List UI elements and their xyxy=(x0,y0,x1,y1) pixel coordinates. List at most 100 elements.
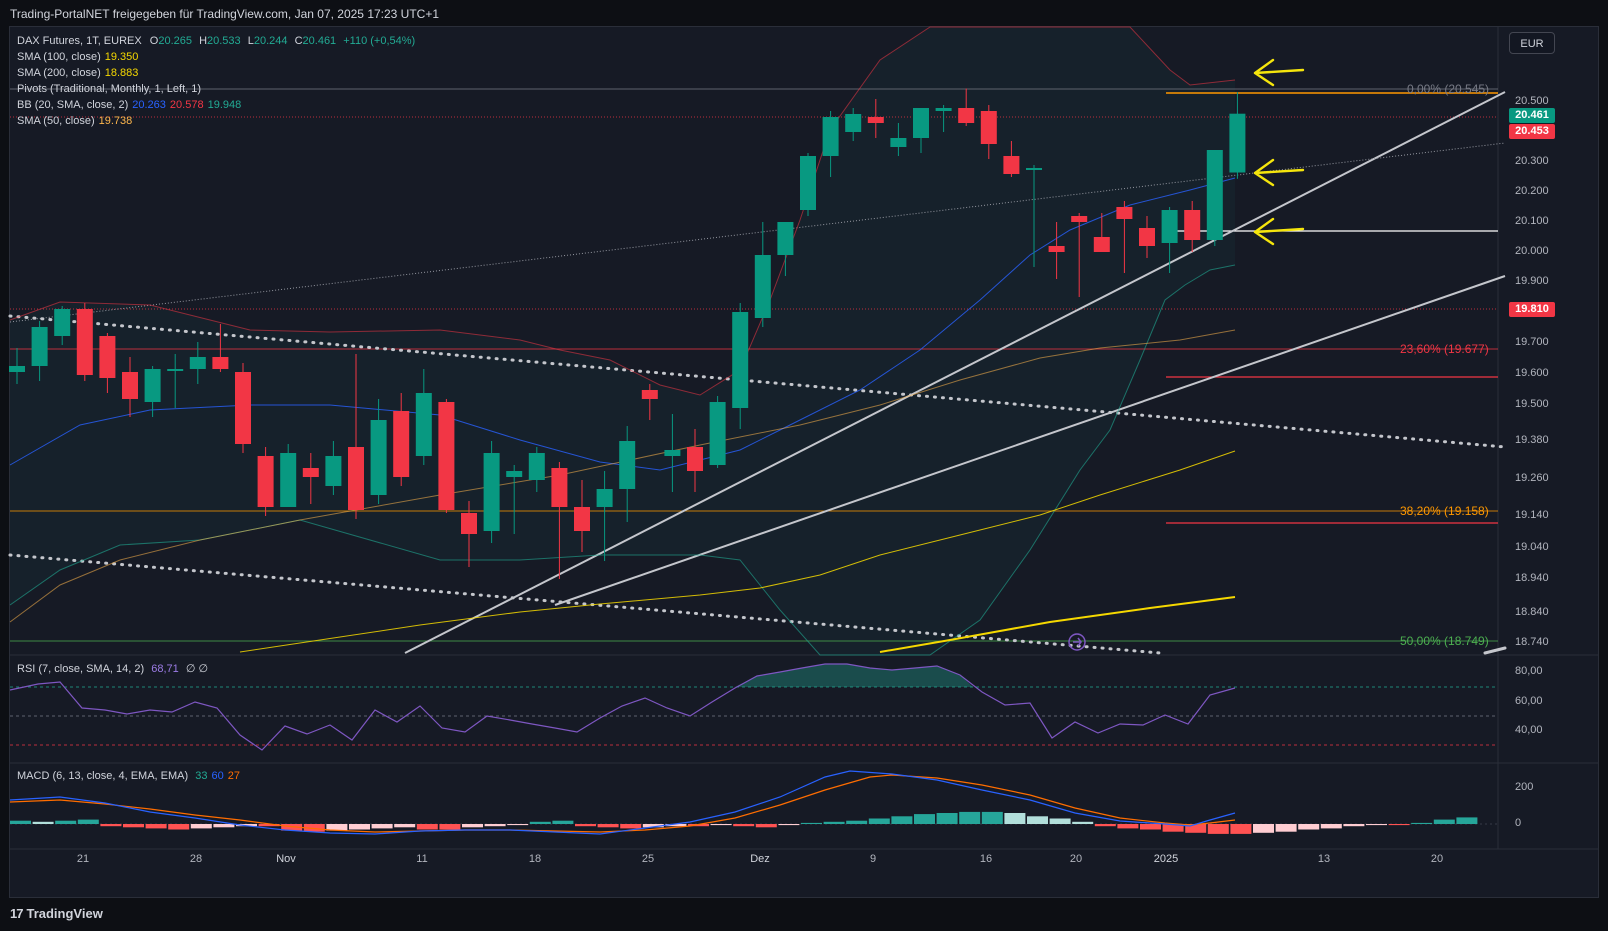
macd-histogram-bar xyxy=(1433,819,1455,824)
indicator-legend-list: SMA (100, close) 19.350 SMA (200, close) 18… xyxy=(17,49,415,129)
candle xyxy=(212,324,229,372)
macd-histogram-bar xyxy=(801,822,822,824)
candle-body xyxy=(1161,210,1178,243)
indicator-label: SMA (100, close) xyxy=(17,51,101,63)
candle xyxy=(890,123,907,156)
macd-histogram-bar xyxy=(258,824,280,827)
price-axis-label: 20.000 xyxy=(1515,245,1549,257)
currency-button[interactable]: EUR xyxy=(1509,32,1555,54)
candle xyxy=(1026,165,1042,267)
candle-body xyxy=(1071,216,1088,222)
price-tag: 20.453 xyxy=(1509,124,1555,139)
rsi-pane xyxy=(9,663,1498,751)
candle-body xyxy=(370,420,387,495)
candle-body xyxy=(732,312,749,408)
candle-body xyxy=(822,117,839,156)
candle xyxy=(302,453,319,504)
candle-body xyxy=(754,255,771,318)
indicator-legend-row[interactable]: SMA (50, close) 19.738 xyxy=(17,113,415,129)
macd-histogram-bar xyxy=(755,824,777,828)
macd-histogram-bar xyxy=(1320,824,1342,829)
candle xyxy=(1093,213,1110,252)
time-axis-label: 13 xyxy=(1317,853,1331,865)
indicator-label: SMA (200, close) xyxy=(17,67,101,79)
candle xyxy=(393,393,410,486)
macd-histogram-bar xyxy=(1298,824,1320,830)
macd-signal-line xyxy=(9,774,1236,833)
price-axis-label: 19.260 xyxy=(1515,472,1549,484)
candle xyxy=(551,462,568,579)
candle-body xyxy=(551,468,568,507)
candle xyxy=(913,108,929,153)
ascending-trendline xyxy=(404,91,1506,654)
rsi-line xyxy=(9,663,1236,751)
tradingview-logo[interactable]: 17 TradingView xyxy=(10,906,103,921)
macd-histogram-bar xyxy=(1027,816,1048,824)
fib-level-label: 38,20% (19.158) xyxy=(1400,504,1489,518)
macd-histogram-bar xyxy=(462,824,483,828)
time-axis-label: 20 xyxy=(1430,853,1444,865)
macd-histogram-bar xyxy=(597,824,619,828)
candle-body xyxy=(280,453,297,507)
candle xyxy=(31,321,48,381)
candle-body xyxy=(257,456,274,507)
indicator-label: Pivots (Traditional, Monthly, 1, Left, 1… xyxy=(17,83,202,95)
macd-histogram-bar xyxy=(394,824,416,828)
candle-body xyxy=(1026,168,1042,170)
indicator-legend-row[interactable]: SMA (200, close) 18.883 xyxy=(17,65,415,81)
candle-body xyxy=(393,411,410,477)
sma-50-line xyxy=(9,329,1236,623)
macd-axis-label: 0 xyxy=(1515,817,1522,829)
macd-histogram-bar xyxy=(823,821,845,824)
macd-histogram-bar xyxy=(168,824,190,830)
candle-body xyxy=(144,369,161,402)
candle-body xyxy=(1184,210,1201,240)
candle xyxy=(1206,150,1223,246)
time-axis-label: 18 xyxy=(528,853,542,865)
macd-histogram-bar xyxy=(32,821,54,824)
tradingview-logo-icon: 17 xyxy=(10,906,24,921)
candle xyxy=(709,396,726,468)
price-axis-label: 20.100 xyxy=(1515,215,1549,227)
candle xyxy=(189,342,206,384)
candle xyxy=(9,348,25,384)
time-axis-label: 9 xyxy=(869,853,877,865)
candle xyxy=(822,111,839,177)
ohlc-high: 20.533 xyxy=(207,35,241,47)
candle-body xyxy=(483,453,500,531)
candle xyxy=(980,105,997,159)
candle xyxy=(1003,141,1020,177)
candle-body xyxy=(189,357,206,369)
indicator-legend-row[interactable]: Pivots (Traditional, Monthly, 1, Left, 1… xyxy=(17,81,415,97)
macd-histogram-bar xyxy=(936,813,958,824)
candle-body xyxy=(574,507,590,531)
candle-body xyxy=(1003,156,1020,174)
candle-body xyxy=(54,309,71,336)
candle xyxy=(687,429,703,492)
macd-histogram-bar xyxy=(190,824,212,829)
candle-body xyxy=(641,390,658,399)
macd-histogram-bar xyxy=(688,824,709,827)
candle xyxy=(935,105,952,132)
time-axis-label: 2025 xyxy=(1153,853,1179,865)
macd-legend[interactable]: MACD (6, 13, close, 4, EMA, EMA) 33 60 27 xyxy=(17,770,240,782)
time-axis-label: 16 xyxy=(979,853,993,865)
candle-body xyxy=(1048,246,1065,252)
indicator-legend-row[interactable]: SMA (100, close) 19.350 xyxy=(17,49,415,65)
candle-body xyxy=(1093,237,1110,252)
candle-body xyxy=(122,372,138,399)
price-axis-label: 18.840 xyxy=(1515,606,1549,618)
snapshot-title: Trading-PortalNET freigegeben für Tradin… xyxy=(10,7,440,21)
macd-histogram-bar xyxy=(1162,824,1184,832)
rsi-legend[interactable]: RSI (7, close, SMA, 14, 2) 68,71 ∅ ∅ xyxy=(17,662,208,675)
indicator-value: 18.883 xyxy=(104,67,139,79)
macd-pane xyxy=(9,770,1498,835)
indicator-legend-row[interactable]: BB (20, SMA, close, 2) 20.263 20.578 19.948 xyxy=(17,97,415,113)
candle-body xyxy=(461,513,477,534)
candle-body xyxy=(438,402,455,510)
macd-histogram-bar xyxy=(575,824,596,827)
candle-body xyxy=(167,369,184,371)
symbol-legend[interactable]: DAX Futures, 1T, EUREX O20.265 H20.533 L… xyxy=(17,33,415,129)
candle-body xyxy=(709,402,726,465)
